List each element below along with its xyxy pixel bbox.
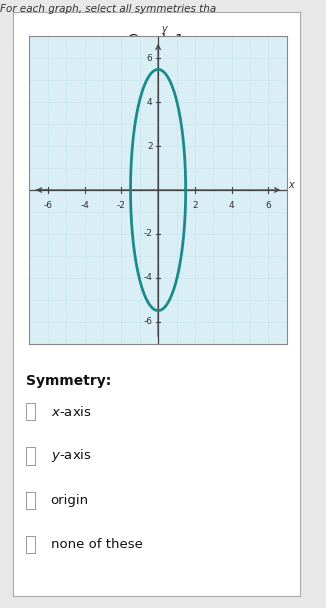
Text: Graph 1: Graph 1 bbox=[128, 33, 185, 47]
Text: none of these: none of these bbox=[51, 538, 142, 551]
Text: -2: -2 bbox=[144, 229, 153, 238]
Text: $\it{y}$-axis: $\it{y}$-axis bbox=[51, 447, 91, 465]
Text: -6: -6 bbox=[43, 201, 52, 210]
Text: For each graph, select all symmetries tha: For each graph, select all symmetries th… bbox=[0, 4, 216, 14]
Text: 2: 2 bbox=[147, 142, 153, 151]
Text: -4: -4 bbox=[80, 201, 89, 210]
Text: Symmetry:: Symmetry: bbox=[26, 374, 111, 388]
Text: 2: 2 bbox=[192, 201, 198, 210]
Text: -4: -4 bbox=[144, 273, 153, 282]
Text: 4: 4 bbox=[229, 201, 234, 210]
Text: 6: 6 bbox=[147, 54, 153, 63]
Text: origin: origin bbox=[51, 494, 89, 507]
Text: y: y bbox=[161, 24, 167, 34]
Text: -2: -2 bbox=[117, 201, 126, 210]
Text: 4: 4 bbox=[147, 98, 153, 107]
Text: -6: -6 bbox=[143, 317, 153, 326]
Text: x: x bbox=[289, 179, 294, 190]
Text: 6: 6 bbox=[266, 201, 271, 210]
Text: $\it{x}$-axis: $\it{x}$-axis bbox=[51, 404, 91, 419]
